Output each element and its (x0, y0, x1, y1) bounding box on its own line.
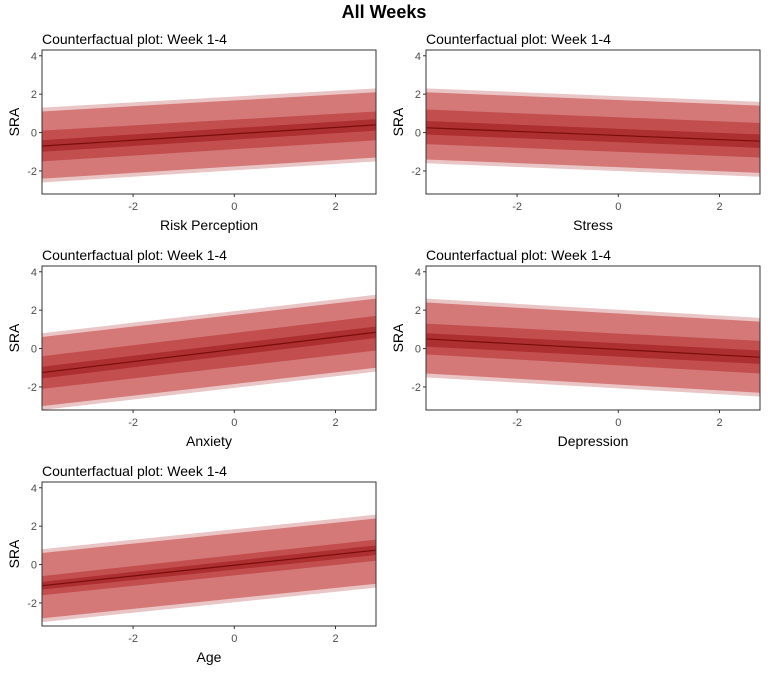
panel-stress: Counterfactual plot: Week 1-4 -2 0 2 4 -2 0 2 St… (384, 28, 768, 244)
chart-anxiety: Counterfactual plot: Week 1-4 -2 0 2 4 -2 0 2 An… (6, 247, 377, 449)
panel-title: Counterfactual plot: Week 1-4 (426, 247, 611, 263)
mean-line (42, 331, 376, 374)
y-tick-label: 4 (415, 267, 421, 279)
mean-line (42, 549, 376, 587)
x-tick-label: 2 (332, 633, 338, 645)
y-tick-label: 2 (415, 305, 421, 317)
x-axis-label: Stress (573, 217, 613, 233)
panel-risk-perception: Counterfactual plot: Week 1-4 -2 0 2 4 -2 0 2 Ri… (0, 28, 384, 244)
panel-title: Counterfactual plot: Week 1-4 (42, 463, 227, 479)
x-tick-label: 2 (332, 201, 338, 213)
panel-title: Counterfactual plot: Week 1-4 (42, 31, 227, 47)
y-tick-label: 0 (415, 344, 421, 356)
panel-title: Counterfactual plot: Week 1-4 (426, 31, 611, 47)
main-title: All Weeks (341, 2, 427, 22)
y-axis-label: SRA (6, 539, 22, 568)
panel-title: Counterfactual plot: Week 1-4 (42, 247, 227, 263)
panel-age: Counterfactual plot: Week 1-4 -2 0 2 4 -2 0 2 Ag… (0, 460, 384, 676)
y-tick-label: 0 (31, 128, 37, 140)
panel-anxiety: Counterfactual plot: Week 1-4 -2 0 2 4 -2 0 2 An… (0, 244, 384, 460)
x-tick-label: -2 (512, 417, 522, 429)
x-axis-label: Depression (558, 433, 629, 449)
plot-frame (425, 265, 761, 411)
x-tick-label: 2 (716, 201, 722, 213)
y-tick-label: -2 (27, 598, 37, 610)
y-tick-label: 4 (415, 51, 421, 63)
y-tick-label: -2 (27, 166, 37, 178)
y-axis-label: SRA (390, 107, 406, 136)
plot-frame (41, 481, 377, 627)
mean-line (426, 338, 760, 358)
mean-line (426, 127, 760, 142)
x-tick-label: 0 (615, 417, 621, 429)
y-tick-label: 2 (31, 89, 37, 101)
x-tick-label: 0 (231, 201, 237, 213)
y-axis-label: SRA (6, 323, 22, 352)
chart-risk-perception: Counterfactual plot: Week 1-4 -2 0 2 4 -2 0 2 Ri… (6, 31, 377, 233)
y-tick-label: 0 (415, 128, 421, 140)
panel-depression: Counterfactual plot: Week 1-4 -2 0 2 4 -2 0 2 De… (384, 244, 768, 460)
y-axis-label: SRA (6, 107, 22, 136)
chart-age: Counterfactual plot: Week 1-4 -2 0 2 4 -2 0 2 Ag… (6, 463, 377, 665)
x-tick-label: -2 (128, 201, 138, 213)
x-tick-label: -2 (512, 201, 522, 213)
y-tick-label: 0 (31, 560, 37, 572)
x-tick-label: -2 (128, 417, 138, 429)
chart-stress: Counterfactual plot: Week 1-4 -2 0 2 4 -2 0 2 St… (390, 31, 761, 233)
y-tick-label: 4 (31, 483, 37, 495)
x-tick-label: 2 (716, 417, 722, 429)
y-tick-label: -2 (27, 382, 37, 394)
plot-frame (41, 265, 377, 411)
x-axis-label: Anxiety (186, 433, 232, 449)
x-tick-label: 0 (615, 201, 621, 213)
y-tick-label: 2 (31, 305, 37, 317)
y-tick-label: 2 (415, 89, 421, 101)
x-tick-label: -2 (128, 633, 138, 645)
y-tick-label: -2 (411, 166, 421, 178)
x-tick-label: 0 (231, 633, 237, 645)
x-axis-label: Risk Perception (160, 217, 258, 233)
mean-line (42, 124, 376, 147)
plot-frame (41, 49, 377, 195)
y-tick-label: 4 (31, 267, 37, 279)
y-tick-label: 2 (31, 521, 37, 533)
x-tick-label: 2 (332, 417, 338, 429)
y-tick-label: 0 (31, 344, 37, 356)
chart-depression: Counterfactual plot: Week 1-4 -2 0 2 4 -2 0 2 De… (390, 247, 761, 449)
x-axis-label: Age (197, 649, 222, 665)
x-tick-label: 0 (231, 417, 237, 429)
y-tick-label: 4 (31, 51, 37, 63)
y-tick-label: -2 (411, 382, 421, 394)
plot-frame (425, 49, 761, 195)
y-axis-label: SRA (390, 323, 406, 352)
